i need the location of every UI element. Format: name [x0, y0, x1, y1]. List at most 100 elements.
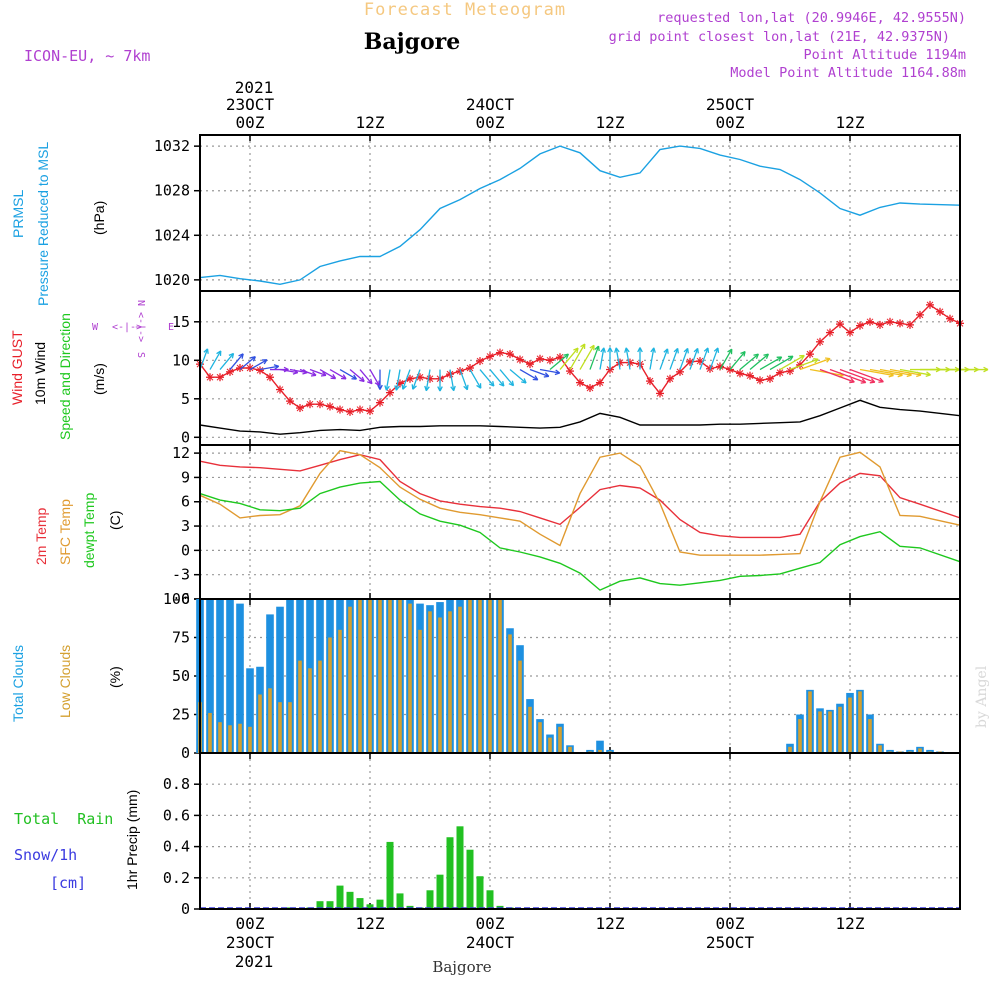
wind-arrow-head	[906, 374, 912, 378]
gust-point	[666, 374, 674, 383]
gust-point	[766, 374, 774, 383]
wind-arrow	[449, 369, 456, 392]
wind-arrow-shaft	[829, 368, 866, 384]
wind-arrow	[479, 369, 495, 387]
low-cloud-bar	[478, 599, 482, 753]
gust-marker-d2	[836, 320, 844, 328]
wind-arrow-shaft	[625, 347, 631, 370]
y-tick-label: 0	[181, 541, 190, 559]
gust-marker-d2	[316, 400, 324, 408]
gust-point	[896, 319, 904, 328]
wind-arrow	[349, 369, 365, 383]
wind-arrow-head	[563, 353, 569, 356]
top-hour-label: 00Z	[716, 113, 745, 132]
low-clouds-label: Low Clouds	[57, 645, 73, 718]
wind-arrow	[829, 368, 867, 384]
low-cloud-bar	[408, 603, 412, 753]
wind-arrow	[394, 369, 401, 391]
y-tick-label: 1032	[154, 137, 190, 155]
wind-arrow-head	[332, 373, 337, 379]
wind-arrow-head	[600, 347, 605, 353]
wind-arrow-head	[860, 381, 866, 384]
wind-arrow-head	[653, 347, 656, 353]
wind-arrow-head	[425, 386, 430, 392]
gust-point	[736, 369, 744, 378]
wind-arrow	[624, 347, 631, 370]
wind-arrow-shaft	[385, 369, 391, 391]
wind-arrow-head	[983, 368, 989, 373]
wind-arrow	[411, 369, 421, 390]
wind-arrow	[607, 347, 613, 370]
wind-arrow	[369, 369, 380, 387]
bottom-hour-label: 12Z	[596, 914, 625, 933]
wind-arrow	[239, 356, 256, 371]
wind-arrow-head	[870, 378, 876, 383]
gust-marker-d2	[686, 358, 694, 366]
wind-arrow-shaft	[779, 354, 805, 371]
gust-marker-d2	[876, 321, 884, 329]
wind-arrow-head	[897, 374, 903, 378]
gust-point	[356, 405, 364, 414]
grid-point-coords: grid point closest lon,lat (21E, 42.9375…	[609, 29, 950, 45]
gust-point	[526, 360, 534, 369]
wind-arrow	[739, 353, 759, 371]
gust-marker-d2	[856, 322, 864, 330]
wind-arrow-shaft	[239, 356, 256, 371]
gust-point	[296, 404, 304, 413]
wind-arrow	[579, 344, 595, 370]
bottom-hour-label: 00Z	[236, 914, 265, 933]
rain-bar	[396, 893, 404, 909]
wind-arrow	[219, 352, 235, 370]
wind-arrow-shaft	[859, 368, 894, 377]
low-cloud-bar	[398, 599, 402, 753]
series-prmsl	[199, 145, 961, 286]
gust-marker-d2	[286, 397, 294, 405]
gust-point	[286, 397, 294, 406]
wind10m-label: 10m Wind	[32, 342, 48, 405]
gust-point	[326, 402, 334, 411]
wind-arrow	[659, 348, 669, 370]
wind-arrow	[384, 369, 391, 391]
gust-marker-d2	[526, 360, 534, 368]
gust-point	[386, 388, 394, 397]
wind-arrow	[849, 368, 884, 383]
gust-point	[746, 371, 754, 380]
rain-bar	[446, 837, 454, 909]
gust-marker-d2	[546, 356, 554, 364]
wind-arrow-shaft	[209, 350, 222, 370]
wind-arrow-shaft	[349, 369, 365, 382]
panel-precipitation: 0 0.2 0.4 0.6 0.8	[163, 752, 961, 918]
wind-arrow	[339, 368, 357, 380]
wind-arrow-head	[488, 383, 495, 387]
wind-arrow-head	[508, 383, 514, 387]
wind-arrow-shaft	[539, 368, 560, 374]
wind-arrow-head	[439, 386, 443, 392]
wind-arrow-head	[789, 355, 794, 361]
wind-arrow-head	[826, 358, 831, 363]
wind-arrow	[799, 357, 831, 371]
gust-marker-d2	[466, 364, 474, 372]
y-tick-label: 6	[181, 493, 190, 511]
wind-arrow-head	[879, 377, 884, 383]
top-date-label: 23OCT	[226, 95, 275, 114]
rain-bar	[356, 898, 364, 909]
compass-e: E	[168, 322, 174, 333]
wind-arrow-shaft	[412, 369, 421, 390]
wind-arrow-head	[274, 365, 280, 370]
gust-point	[306, 400, 314, 409]
wind-arrow-shaft	[709, 347, 719, 370]
wind-arrow-head	[521, 381, 527, 384]
wind-arrow	[519, 368, 539, 381]
wind-arrow-head	[241, 353, 244, 359]
wind-arrow-shaft	[489, 369, 505, 387]
wind-arrow-head	[693, 347, 699, 353]
gust-point	[926, 300, 934, 309]
wind-arrow-shaft	[329, 368, 347, 380]
wind-arrow-head	[367, 381, 373, 385]
wind-arrow-head	[925, 374, 931, 378]
series-sfc-temp	[199, 449, 961, 556]
wind-arrow-head	[740, 350, 746, 355]
wind-arrow-shaft	[879, 368, 912, 376]
rain-bar	[436, 874, 444, 909]
